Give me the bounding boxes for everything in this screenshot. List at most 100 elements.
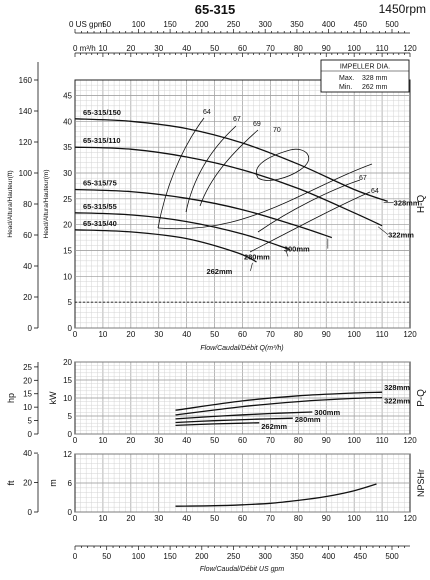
x-tick-label: 100: [347, 514, 361, 523]
hq-curve-300mm: [74, 188, 333, 239]
x-tick-label: 20: [126, 330, 135, 339]
pq-ylabel-hp: hp: [6, 393, 16, 403]
hq-y-tick-m: 30: [63, 169, 72, 178]
pq-y-tick-kw: 0: [68, 430, 73, 439]
x-tick-label: 110: [376, 436, 389, 445]
efficiency-isoline: [249, 191, 371, 253]
hq-y-tick-ft: 120: [19, 138, 33, 147]
hq-curve-model-label: 65-315/40: [83, 219, 117, 228]
pq-diameter-label: 322mm: [384, 397, 410, 406]
top-usgpm-label: 150: [163, 20, 177, 29]
hq-y-tick-ft: 140: [19, 107, 33, 116]
hq-panel-label: H-Q: [416, 195, 427, 214]
x-tick-label: 30: [154, 514, 163, 523]
top-usgpm-label: 350: [290, 20, 304, 29]
pq-diameter-label: 328mm: [384, 383, 410, 392]
top-usgpm-unit: 0 US gpm: [69, 20, 105, 29]
x-tick-label: 70: [266, 514, 275, 523]
pq-y-tick-kw: 10: [63, 394, 72, 403]
pq-curve-328mm: [175, 391, 383, 411]
x-tick-label: 20: [126, 514, 135, 523]
efficiency-isoline: [257, 179, 361, 233]
hq-diameter-leader: [377, 226, 389, 235]
x-tick-label: 10: [98, 330, 107, 339]
hq-y-tick-ft: 20: [23, 293, 32, 302]
pq-y-tick-kw: 5: [68, 412, 73, 421]
efficiency-envelope: [157, 163, 373, 230]
hq-diameter-label: 328mm: [394, 198, 420, 207]
pq-panel-label: P-Q: [416, 389, 427, 407]
np-y-tick-ft: 20: [23, 479, 32, 488]
x-tick-label: 110: [376, 514, 389, 523]
hq-curve-model-label: 65-315/110: [83, 136, 121, 145]
pq-curve-322mm: [175, 396, 383, 416]
hq-diameter-label: 300mm: [284, 245, 310, 254]
hq-y-tick-m: 40: [63, 117, 72, 126]
hq-grid: [74, 79, 411, 329]
pq-y-tick-hp: 5: [28, 417, 33, 426]
hq-y-tick-ft: 160: [19, 76, 33, 85]
top-m3h-label: 70: [266, 44, 275, 53]
np-y-tick-m: 12: [63, 450, 72, 459]
x-tick-label: 20: [126, 436, 135, 445]
np-y-tick-ft: 40: [23, 449, 32, 458]
efficiency-isoline: [256, 148, 310, 181]
np-y-tick-m: 6: [68, 479, 73, 488]
top-m3h-label: 110: [376, 44, 389, 53]
x-tick-label: 120: [403, 514, 417, 523]
x-tick-label: 30: [154, 436, 163, 445]
hq-curve-model-label: 65-315/55: [83, 202, 117, 211]
hq-curve-262mm: [74, 229, 257, 263]
hq-ylabel-m: Head/Altura/Hauteur(m): [43, 170, 50, 239]
impeller-box-title: IMPELLER DIA.: [340, 64, 390, 71]
x-tick-label: 40: [182, 436, 191, 445]
pq-y-tick-hp: 10: [23, 403, 32, 412]
pq-diameter-label: 262mm: [261, 422, 287, 431]
hq-y-tick-m: 0: [68, 324, 73, 333]
efficiency-isoline: [199, 129, 259, 207]
bottom-usgpm-label: 100: [132, 552, 146, 561]
np-ylabel-ft: ft: [6, 480, 16, 486]
impeller-max-label: Max.: [339, 75, 354, 82]
x-tick-label: 90: [322, 330, 331, 339]
hq-diameter-leader: [285, 250, 289, 257]
hq-y-tick-ft: 60: [23, 231, 32, 240]
x-tick-label: 80: [294, 330, 303, 339]
x-tick-label: 60: [238, 514, 247, 523]
top-m3h-label: 30: [154, 44, 163, 53]
x-tick-label: 60: [238, 436, 247, 445]
impeller-min-value: 262 mm: [362, 84, 387, 91]
hq-ylabel-ft: Head/Altura/Hauteur(ft): [7, 170, 14, 237]
pq-ylabel-kw: kW: [48, 391, 58, 405]
x-tick-label: 10: [98, 436, 107, 445]
x-tick-label: 90: [322, 514, 331, 523]
top-usgpm-label: 300: [259, 20, 273, 29]
top-m3h-label: 80: [294, 44, 303, 53]
x-tick-label: 100: [347, 330, 361, 339]
x-tick-label: 50: [210, 514, 219, 523]
x-tick-label: 70: [266, 436, 275, 445]
hq-xlabel: Flow/Caudal/Débit Q(m³/h): [200, 345, 283, 352]
np-y-tick-ft: 0: [28, 508, 33, 517]
bottom-usgpm-label: 500: [385, 552, 399, 561]
efficiency-label: 67: [233, 116, 241, 123]
impeller-min-label: Min.: [339, 84, 352, 91]
pq-y-tick-hp: 20: [23, 376, 32, 385]
hq-y-tick-ft: 100: [19, 169, 33, 178]
hq-diameter-label: 280mm: [244, 252, 270, 261]
x-tick-label: 90: [322, 436, 331, 445]
x-tick-label: 10: [98, 514, 107, 523]
hq-curve-328mm: [74, 118, 388, 203]
hq-y-tick-m: 10: [63, 272, 72, 281]
bottom-usgpm-label: 150: [163, 552, 177, 561]
x-tick-label: 60: [238, 330, 247, 339]
pq-curve-280mm: [175, 417, 293, 424]
bottom-usgpm-label: 200: [195, 552, 209, 561]
pq-y-tick-kw: 20: [63, 358, 72, 367]
hq-curve-model-label: 65-315/75: [83, 179, 117, 188]
top-m3h-label: 100: [347, 44, 361, 53]
pq-curve-262mm: [175, 422, 260, 427]
pq-curve-300mm: [175, 411, 313, 420]
x-tick-label: 0: [73, 330, 78, 339]
